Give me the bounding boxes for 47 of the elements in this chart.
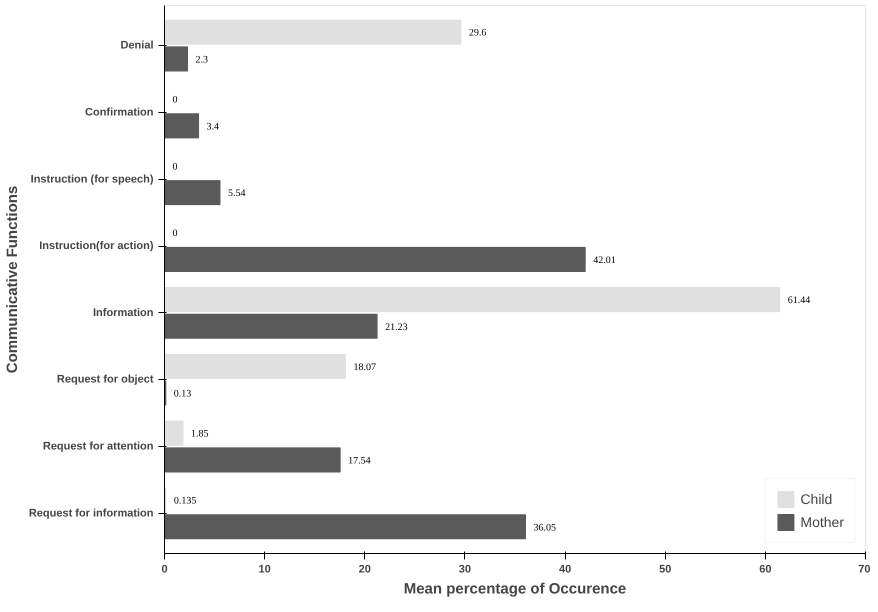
bar xyxy=(164,447,341,472)
bar xyxy=(164,180,220,206)
data-label: 29.6 xyxy=(468,28,486,39)
x-axis-title: Mean percentage of Occurence xyxy=(404,580,626,598)
legend-label: Mother xyxy=(800,514,844,530)
data-label: 18.07 xyxy=(353,362,376,373)
bar xyxy=(164,246,586,272)
x-tick-label: 20 xyxy=(358,564,371,576)
bar xyxy=(164,420,184,446)
data-label: 1.85 xyxy=(191,428,209,440)
data-label: 42.01 xyxy=(593,254,616,266)
x-tick-label: 40 xyxy=(558,564,572,576)
data-label: 0 xyxy=(172,228,178,240)
bar xyxy=(164,20,462,45)
data-label: 0.13 xyxy=(174,388,192,400)
data-label: 0.135 xyxy=(174,496,196,507)
x-tick-label: 50 xyxy=(659,564,672,576)
y-tick-label: Request for attention xyxy=(42,440,154,453)
y-tick-label: Request for information xyxy=(28,507,154,520)
bar xyxy=(164,514,526,540)
data-label: 61.44 xyxy=(788,295,810,306)
data-label: 3.4 xyxy=(206,121,220,132)
data-label: 2.3 xyxy=(196,54,208,66)
data-label: 17.54 xyxy=(348,455,371,466)
y-tick-label: Request for object xyxy=(56,374,154,386)
bar xyxy=(164,46,188,72)
legend-label: Child xyxy=(800,491,832,507)
x-tick-label: 60 xyxy=(759,564,772,576)
y-tick-label: Instruction (for speech) xyxy=(30,173,154,186)
data-label: 0 xyxy=(172,94,178,106)
bar xyxy=(164,314,378,339)
y-tick-label: Instruction(for action) xyxy=(39,240,154,252)
bar xyxy=(164,113,200,138)
y-tick-label: Denial xyxy=(120,40,154,52)
x-tick-label: 70 xyxy=(858,564,871,576)
data-label: 36.05 xyxy=(534,522,556,534)
y-tick-label: Information xyxy=(93,306,154,319)
x-tick-label: 0 xyxy=(161,564,168,576)
bar xyxy=(164,354,346,379)
y-tick-label: Confirmation xyxy=(85,106,154,118)
data-label: 5.54 xyxy=(228,188,246,200)
y-axis-title: Communicative Functions xyxy=(4,186,21,374)
x-tick-label: 10 xyxy=(258,564,271,576)
data-label: 21.23 xyxy=(385,322,408,333)
bar xyxy=(164,287,780,312)
data-label: 0 xyxy=(172,161,178,172)
x-tick-label: 30 xyxy=(458,564,472,576)
